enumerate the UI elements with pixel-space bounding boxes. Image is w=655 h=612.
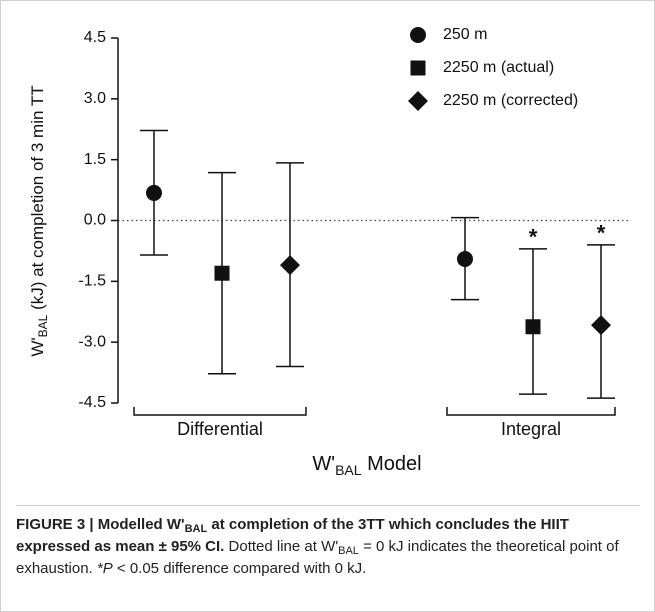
data-point xyxy=(457,251,473,268)
data-point xyxy=(214,265,230,281)
group-bracket xyxy=(446,407,616,416)
caption-text: Dotted line at W' xyxy=(224,538,339,555)
y-tick-label: 0.0 xyxy=(84,212,106,229)
y-tick-label: 4.5 xyxy=(84,29,106,46)
significance-label: * xyxy=(529,225,538,250)
y-tick-label: -1.5 xyxy=(78,273,106,290)
caption-sub: BAL xyxy=(184,523,208,535)
data-point xyxy=(146,184,162,201)
caption-title: FIGURE 3 | Modelled W' xyxy=(16,516,185,533)
x-group-label: Integral xyxy=(501,419,561,439)
x-group-label: Differential xyxy=(177,419,263,439)
y-axis-title: W'BAL (kJ) at completion of 3 min TT xyxy=(28,85,50,356)
x-axis-title: W'BAL Model xyxy=(312,453,421,477)
x-title-main: W' xyxy=(312,453,335,475)
legend-marker xyxy=(410,60,426,76)
y-tick-label: -3.0 xyxy=(78,333,106,350)
caption-sub: BAL xyxy=(338,545,359,557)
caption-title: at completion of the 3TT which concludes… xyxy=(16,516,569,555)
y-tick-label: 3.0 xyxy=(84,90,106,107)
data-point xyxy=(525,319,541,335)
caption-text: = 0 kJ indicates the theoretical point o… xyxy=(16,538,619,577)
legend-marker xyxy=(408,91,428,111)
legend-label: 2250 m (actual) xyxy=(443,59,554,76)
chart: W'BAL (kJ) at completion of 3 min TT W'B… xyxy=(28,26,631,478)
group-bracket xyxy=(133,407,307,416)
significance-label: * xyxy=(597,221,606,246)
y-title-sub: BAL xyxy=(36,314,50,337)
caption-text: < 0.05 difference compared with 0 kJ. xyxy=(112,560,367,577)
y-title-main: W' xyxy=(28,337,47,356)
legend-label: 250 m xyxy=(443,26,487,43)
caption-text: *P xyxy=(96,560,113,577)
y-tick-label: -4.5 xyxy=(78,394,106,411)
data-point xyxy=(591,315,611,336)
legend-label: 2250 m (corrected) xyxy=(443,92,578,109)
y-tick-label: 1.5 xyxy=(84,151,106,168)
y-title-rest: (kJ) at completion of 3 min TT xyxy=(28,85,47,314)
x-title-sub: BAL xyxy=(335,462,362,478)
x-title-rest: Model xyxy=(362,453,422,475)
caption: FIGURE 3 | Modelled W'BAL at completion … xyxy=(16,505,640,580)
legend-marker xyxy=(410,27,426,43)
data-point xyxy=(280,255,300,276)
